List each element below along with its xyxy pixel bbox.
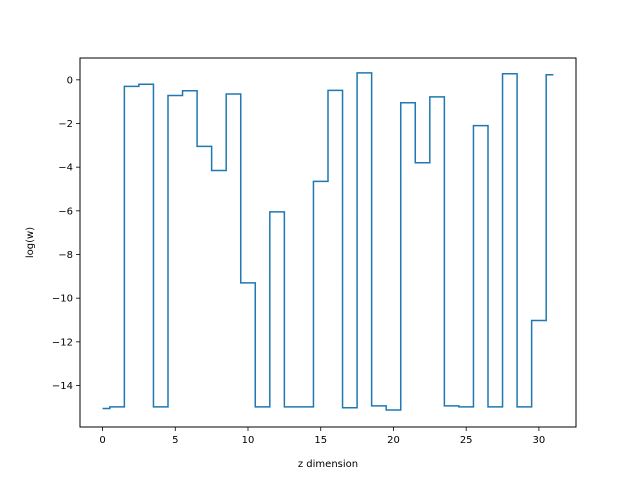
axes-border <box>79 57 577 428</box>
x-tick-label: 20 <box>387 435 400 446</box>
x-tick-label: 15 <box>314 435 327 446</box>
x-tick-label: 10 <box>242 435 255 446</box>
axes-frame <box>79 57 577 428</box>
y-axis-label: log(w) <box>25 227 36 258</box>
x-tick-label: 30 <box>533 435 546 446</box>
x-tick-label: 0 <box>99 435 105 446</box>
y-tick-label: −4 <box>58 163 73 174</box>
y-tick-label: −10 <box>52 294 73 305</box>
x-axis-ticks: 0 5 10 15 20 25 30 <box>99 427 545 446</box>
y-axis-ticks: 0 −2 −4 −6 −8 −10 −12 −14 <box>52 75 80 392</box>
series-layer <box>102 72 554 411</box>
y-tick-label: 0 <box>67 75 73 86</box>
y-tick-label: −8 <box>58 250 73 261</box>
y-tick-label: −2 <box>58 119 73 130</box>
y-tick-label: −14 <box>52 381 73 392</box>
y-tick-label: −12 <box>52 337 73 348</box>
series-line-0 <box>102 72 554 411</box>
x-axis-label: z dimension <box>298 459 358 470</box>
x-tick-label: 25 <box>460 435 473 446</box>
x-tick-label: 5 <box>172 435 178 446</box>
y-tick-label: −6 <box>58 206 73 217</box>
